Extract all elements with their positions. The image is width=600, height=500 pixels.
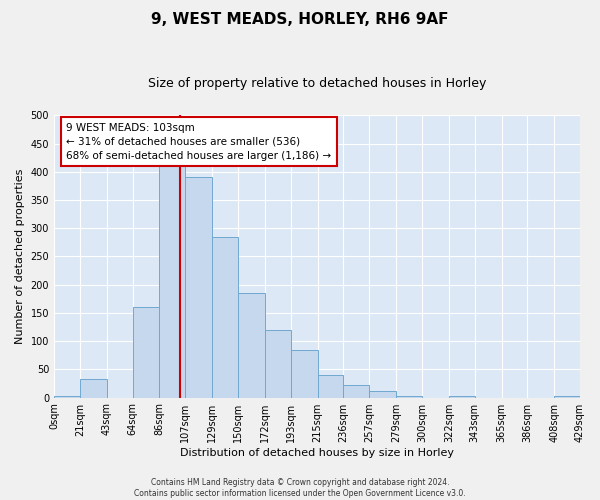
Bar	[133, 307, 160, 398]
Text: 9, WEST MEADS, HORLEY, RH6 9AF: 9, WEST MEADS, HORLEY, RH6 9AF	[151, 12, 449, 28]
Bar	[238, 293, 265, 398]
Bar	[369, 391, 396, 398]
Bar	[554, 396, 580, 398]
Bar	[317, 375, 343, 398]
Y-axis label: Number of detached properties: Number of detached properties	[15, 168, 25, 344]
Bar	[185, 178, 212, 398]
Text: 9 WEST MEADS: 103sqm
← 31% of detached houses are smaller (536)
68% of semi-deta: 9 WEST MEADS: 103sqm ← 31% of detached h…	[67, 122, 331, 160]
Bar	[212, 236, 238, 398]
Text: Contains HM Land Registry data © Crown copyright and database right 2024.
Contai: Contains HM Land Registry data © Crown c…	[134, 478, 466, 498]
Bar	[160, 166, 185, 398]
Bar	[290, 350, 317, 398]
Bar	[80, 379, 107, 398]
Title: Size of property relative to detached houses in Horley: Size of property relative to detached ho…	[148, 78, 486, 90]
X-axis label: Distribution of detached houses by size in Horley: Distribution of detached houses by size …	[180, 448, 454, 458]
Bar	[265, 330, 290, 398]
Bar	[343, 385, 369, 398]
Bar	[449, 396, 475, 398]
Bar	[396, 396, 422, 398]
Bar	[54, 396, 80, 398]
